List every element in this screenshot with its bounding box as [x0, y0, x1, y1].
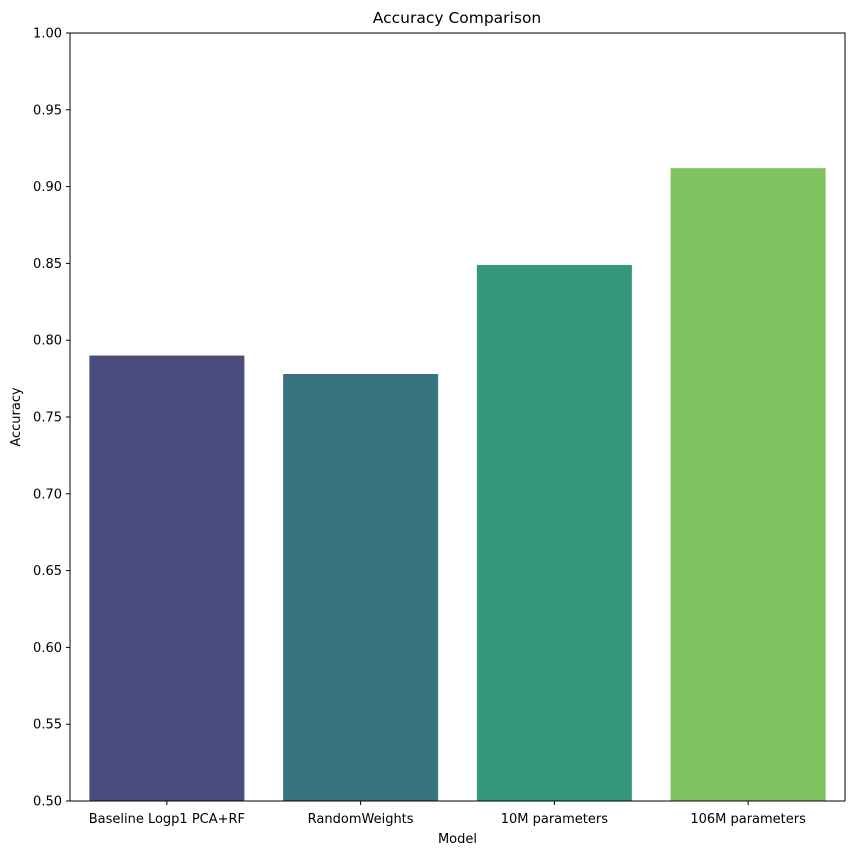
y-axis: 0.50 0.55 0.60 0.65 0.70 0.75 0.80 0.85 0.90 0.95… — [33, 27, 70, 810]
x-tick-label: 106M parameters — [690, 812, 806, 827]
y-tick-label: 0.70 — [33, 487, 62, 502]
bars-group — [89, 168, 826, 802]
y-tick-label: 0.60 — [33, 641, 62, 656]
y-tick-label: 0.90 — [33, 180, 62, 195]
y-tick-label: 0.65 — [33, 564, 62, 579]
y-tick-label: 0.75 — [33, 411, 62, 426]
x-axis: Baseline Logp1 PCA+RF RandomWeights 10M pa… — [89, 801, 806, 827]
plot-frame — [69, 32, 846, 802]
x-tick-label: 10M parameters — [501, 812, 609, 827]
x-axis-title: Model — [438, 832, 477, 847]
y-tick-label: 1.00 — [33, 27, 62, 42]
y-tick-label: 0.95 — [33, 103, 62, 118]
y-tick-label: 0.55 — [33, 718, 62, 733]
y-tick-label: 0.80 — [33, 334, 62, 349]
x-tick-label: RandomWeights — [308, 812, 414, 827]
x-tick-label: Baseline Logp1 PCA+RF — [89, 812, 245, 827]
y-tick-label: 0.50 — [33, 795, 62, 810]
bar-3 — [670, 168, 826, 802]
chart-title: Accuracy Comparison — [373, 9, 542, 27]
bar-1 — [283, 373, 439, 801]
bar-2 — [476, 264, 632, 801]
y-tick-label: 0.85 — [33, 257, 62, 272]
y-axis-title: Accuracy — [9, 387, 24, 447]
bar-0 — [89, 355, 245, 801]
